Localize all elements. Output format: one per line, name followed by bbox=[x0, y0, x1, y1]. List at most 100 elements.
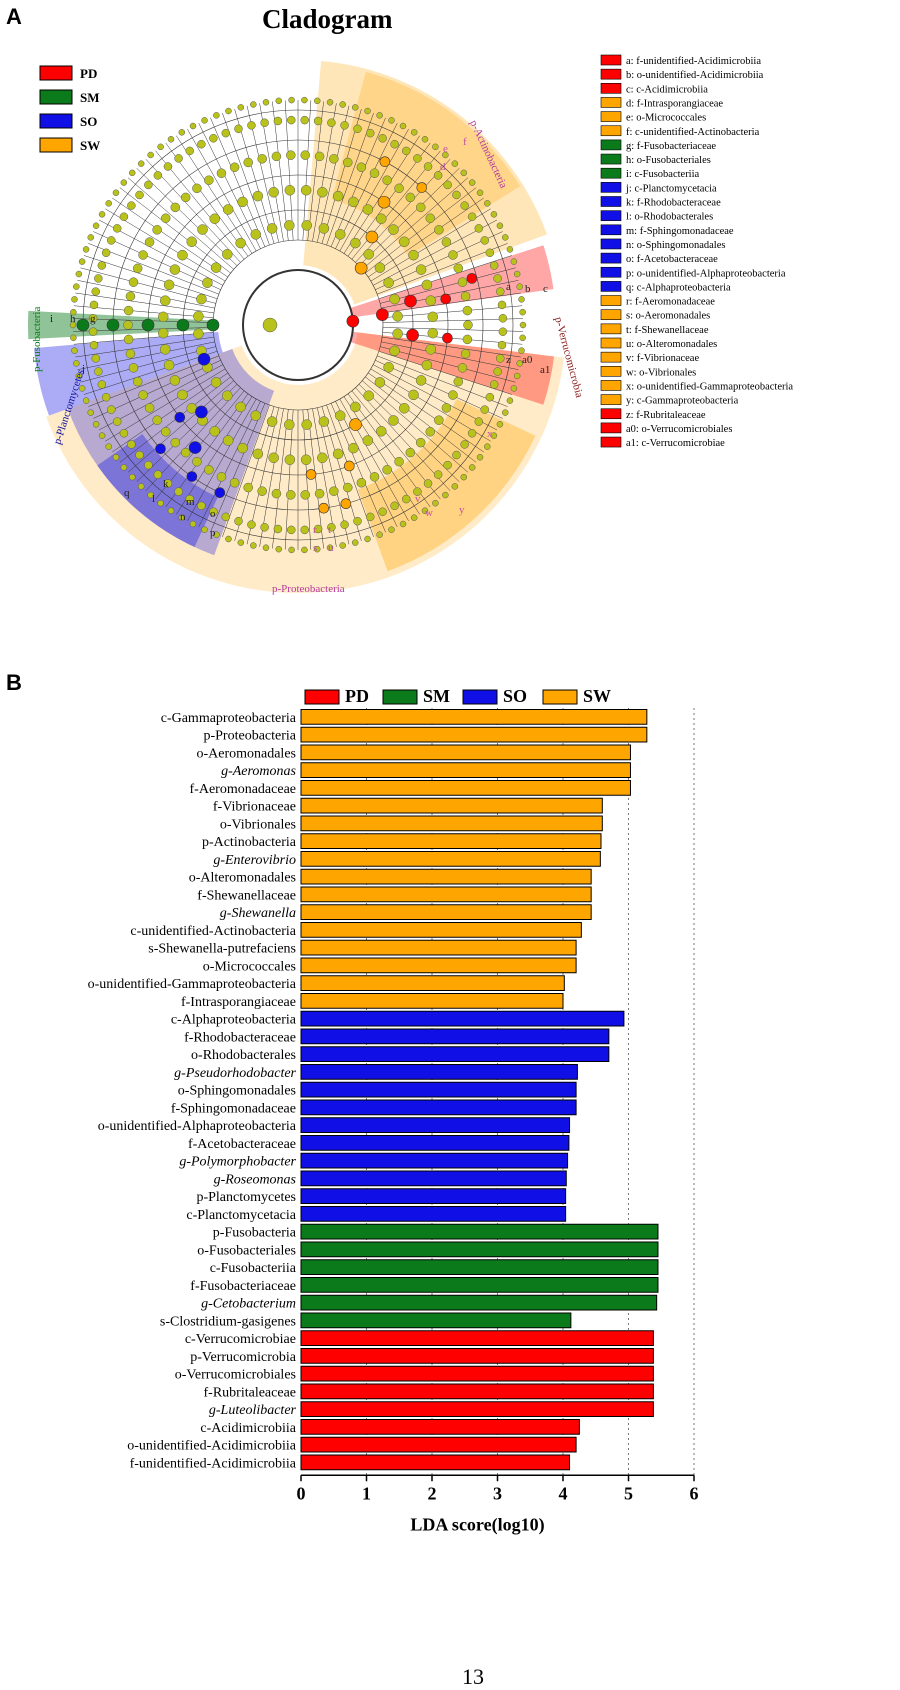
tree-node bbox=[105, 200, 112, 207]
tree-node bbox=[496, 421, 504, 428]
tree-node bbox=[490, 211, 498, 218]
tree-node bbox=[234, 124, 243, 134]
key-swatch bbox=[600, 210, 622, 221]
tree-node bbox=[442, 491, 449, 499]
tree-node bbox=[496, 287, 505, 296]
tree-node bbox=[82, 397, 90, 404]
tree-node bbox=[201, 117, 208, 124]
tree-branch bbox=[210, 403, 266, 533]
tree-node bbox=[193, 328, 204, 339]
tree-node bbox=[69, 321, 77, 329]
tree-node bbox=[185, 494, 194, 504]
tree-node bbox=[88, 327, 98, 336]
tree-branch bbox=[176, 135, 253, 254]
tree-node bbox=[193, 311, 204, 322]
tree-node bbox=[506, 397, 514, 404]
bar bbox=[300, 1028, 610, 1045]
legend-label-so: SO bbox=[80, 114, 97, 129]
tree-node bbox=[413, 487, 422, 496]
tree-node bbox=[101, 392, 111, 402]
tree-branch bbox=[198, 122, 261, 249]
tree-node bbox=[484, 200, 491, 207]
node-letter-q: q bbox=[124, 487, 130, 499]
bar-label: c-unidentified-Actinobacteria bbox=[130, 924, 296, 939]
significant-node-sw bbox=[340, 498, 352, 509]
tree-node bbox=[128, 363, 139, 373]
tree-node bbox=[123, 334, 134, 345]
key-label: c: c-Acidimicrobiia bbox=[626, 84, 708, 95]
tree-node bbox=[413, 154, 422, 163]
tree-node bbox=[163, 359, 175, 371]
tree-node bbox=[314, 488, 325, 499]
tree-branch bbox=[370, 208, 491, 282]
x-tick-label: 6 bbox=[690, 1483, 699, 1503]
tree-node bbox=[408, 249, 419, 261]
tree-branch bbox=[381, 280, 519, 309]
tree-node bbox=[229, 477, 240, 488]
tree-node bbox=[120, 179, 128, 186]
tree-node bbox=[497, 340, 507, 350]
tree-branch bbox=[330, 403, 386, 533]
bar bbox=[300, 744, 631, 761]
tree-node bbox=[82, 246, 90, 253]
tree-node bbox=[457, 363, 468, 373]
tree-node bbox=[301, 220, 312, 231]
node-letter-s: s bbox=[313, 542, 317, 554]
tree-node bbox=[159, 295, 171, 306]
significant-node-sw bbox=[349, 418, 362, 431]
tree-node bbox=[157, 311, 169, 323]
tree-branch bbox=[75, 336, 214, 358]
tree-node bbox=[353, 516, 362, 526]
tree-branch bbox=[335, 401, 398, 528]
tree-node bbox=[135, 450, 144, 460]
key-swatch bbox=[600, 309, 622, 321]
tree-node bbox=[250, 101, 257, 108]
tree-node bbox=[144, 460, 153, 470]
tree-node bbox=[262, 317, 278, 333]
tree-node bbox=[513, 372, 521, 380]
node-letter-o: o bbox=[210, 508, 216, 520]
key-swatch bbox=[600, 167, 622, 179]
tree-node bbox=[402, 146, 411, 156]
tree-node bbox=[415, 437, 426, 448]
node-letter-c: c bbox=[543, 283, 548, 295]
significant-node-pd bbox=[442, 332, 453, 344]
tree-node bbox=[365, 128, 375, 138]
key-label: x: o-unidentified-Gammaproteobacteria bbox=[626, 381, 793, 392]
tree-node bbox=[402, 494, 411, 504]
tree-branch bbox=[119, 187, 231, 274]
tree-node bbox=[221, 512, 231, 522]
tree-branch bbox=[80, 267, 216, 304]
bar-label: f-Vibrionaceae bbox=[213, 800, 296, 815]
bar bbox=[300, 815, 603, 832]
key-swatch bbox=[600, 337, 622, 349]
tree-branch bbox=[326, 113, 374, 246]
tree-node bbox=[98, 211, 106, 218]
tree-node bbox=[286, 490, 296, 500]
bar bbox=[300, 1312, 572, 1329]
node-letter-i: i bbox=[50, 313, 53, 325]
significant-node-so bbox=[186, 471, 198, 482]
tree-node bbox=[197, 139, 206, 149]
tree-node bbox=[216, 472, 227, 482]
key-label: v: f-Vibrionaceae bbox=[626, 353, 699, 364]
bar bbox=[300, 1081, 577, 1098]
tree-node bbox=[152, 415, 162, 425]
tree-node bbox=[178, 514, 186, 521]
tree-node bbox=[425, 295, 437, 306]
bar bbox=[300, 1152, 569, 1169]
tree-node bbox=[177, 249, 188, 261]
bar-label: s-Clostridium-gasigenes bbox=[160, 1314, 296, 1329]
tree-node bbox=[222, 204, 234, 215]
tree-node bbox=[394, 456, 404, 467]
tree-node bbox=[329, 486, 339, 496]
tree-node bbox=[237, 442, 248, 454]
tree-node bbox=[300, 184, 312, 196]
tree-branch bbox=[105, 368, 226, 442]
tree-node bbox=[163, 279, 175, 291]
tree-node bbox=[388, 117, 395, 124]
tree-node bbox=[480, 236, 489, 245]
bar-label: p-Fusobacteria bbox=[213, 1226, 297, 1241]
tree-node bbox=[237, 196, 248, 208]
